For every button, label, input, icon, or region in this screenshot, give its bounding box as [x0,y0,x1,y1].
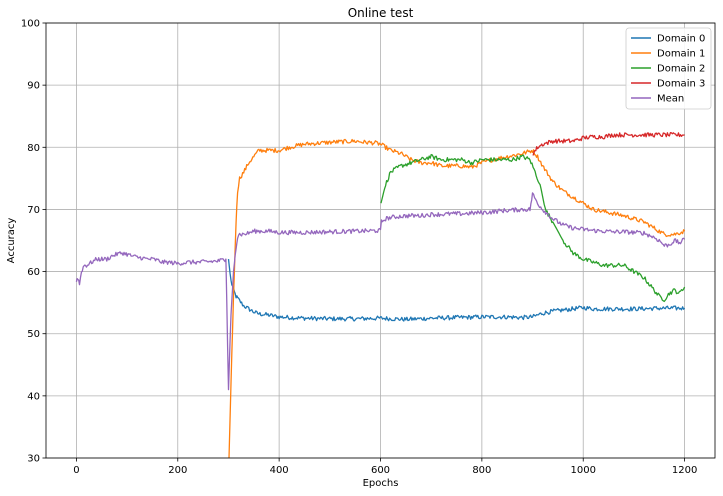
legend-box [625,27,712,110]
x-tick-label: 1000 [571,465,596,476]
legend-label: Domain 3 [657,79,705,90]
chart-title: Online test [348,6,414,20]
x-tick-label: 200 [168,465,187,476]
x-tick-label: 0 [73,465,79,476]
legend-label: Mean [657,94,684,105]
y-axis-label: Accuracy [6,218,17,264]
y-tick-label: 60 [27,267,40,278]
y-tick-label: 80 [27,143,40,154]
legend-label: Domain 2 [657,64,705,75]
x-tick-label: 800 [472,465,491,476]
series-line-domain-3 [532,132,685,156]
axis-ticks: 0 200 400 600 800 1000 1200 30 40 50 60 70 80 90 100 [21,19,697,477]
y-tick-label: 70 [27,205,40,216]
legend: Domain 0 Domain 1 Domain 2 Domain 3 Mean [625,27,712,110]
y-tick-label: 100 [21,19,40,30]
legend-label: Domain 1 [657,49,705,60]
y-tick-label: 40 [27,391,40,402]
series-line-mean [75,192,686,391]
series-line-domain-2 [380,153,686,303]
y-tick-label: 50 [27,329,40,340]
x-tick-label: 600 [371,465,390,476]
series-line-domain-0 [227,259,686,322]
x-tick-label: 1200 [672,465,697,476]
series-line-domain-1 [228,138,686,459]
x-tick-label: 400 [270,465,289,476]
legend-label: Domain 0 [657,34,705,45]
x-axis-label: Epochs [363,478,399,489]
y-tick-label: 90 [27,81,40,92]
y-tick-label: 30 [27,454,40,465]
series-lines [75,132,686,459]
